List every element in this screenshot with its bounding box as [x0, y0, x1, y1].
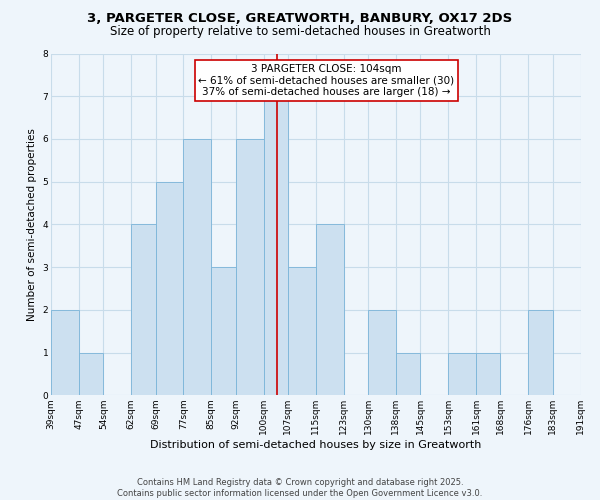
- Bar: [236, 139, 263, 396]
- Bar: [476, 352, 500, 396]
- Text: Contains HM Land Registry data © Crown copyright and database right 2025.
Contai: Contains HM Land Registry data © Crown c…: [118, 478, 482, 498]
- Bar: [396, 352, 420, 396]
- Bar: [155, 182, 184, 396]
- Bar: [184, 139, 211, 396]
- Bar: [288, 267, 316, 396]
- Bar: [263, 96, 288, 396]
- Text: 3 PARGETER CLOSE: 104sqm
← 61% of semi-detached houses are smaller (30)
37% of s: 3 PARGETER CLOSE: 104sqm ← 61% of semi-d…: [199, 64, 454, 97]
- Text: Size of property relative to semi-detached houses in Greatworth: Size of property relative to semi-detach…: [110, 25, 490, 38]
- Bar: [131, 224, 155, 396]
- Text: 3, PARGETER CLOSE, GREATWORTH, BANBURY, OX17 2DS: 3, PARGETER CLOSE, GREATWORTH, BANBURY, …: [88, 12, 512, 26]
- Bar: [368, 310, 396, 396]
- Bar: [316, 224, 344, 396]
- X-axis label: Distribution of semi-detached houses by size in Greatworth: Distribution of semi-detached houses by …: [150, 440, 481, 450]
- Bar: [79, 352, 103, 396]
- Bar: [528, 310, 553, 396]
- Bar: [51, 310, 79, 396]
- Y-axis label: Number of semi-detached properties: Number of semi-detached properties: [27, 128, 37, 321]
- Bar: [211, 267, 236, 396]
- Bar: [448, 352, 476, 396]
